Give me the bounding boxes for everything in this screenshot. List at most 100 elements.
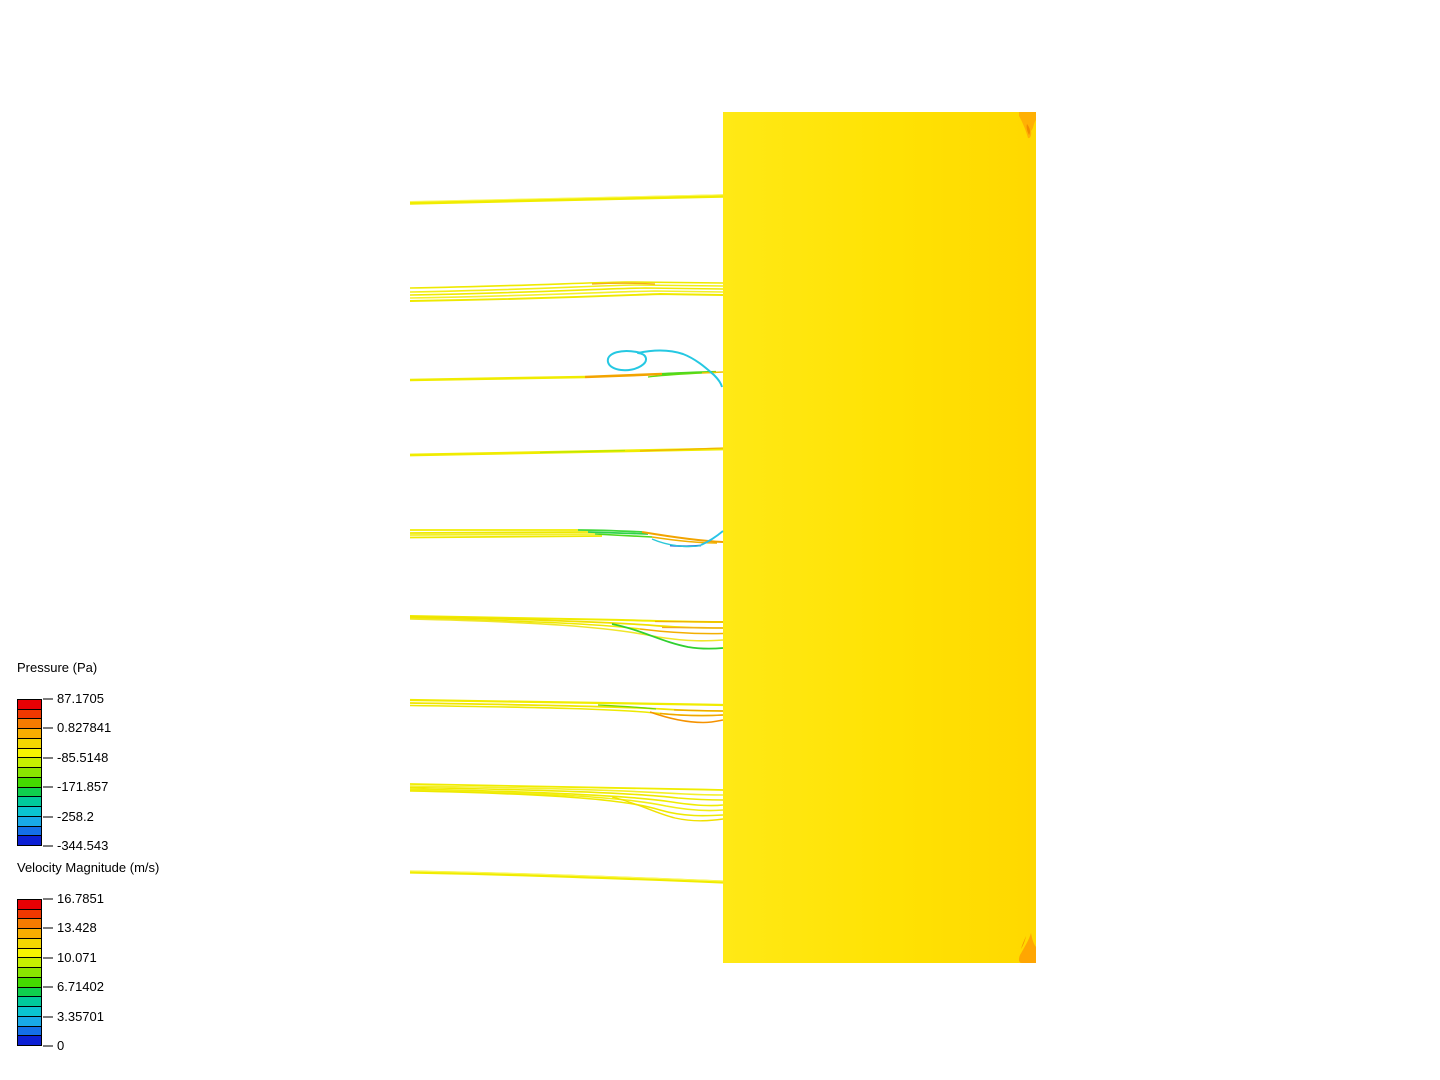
colorbar-segment (18, 948, 41, 959)
tick-mark-icon (43, 956, 53, 959)
colorbar-tick: 16.7851 (43, 891, 104, 907)
colorbar-tick: -85.5148 (43, 750, 108, 766)
streamline (409, 281, 724, 289)
colorbar-segment (18, 738, 41, 749)
colorbar-segment (18, 700, 41, 710)
streamline (409, 293, 724, 302)
colorbar-segment (18, 1007, 41, 1017)
velocity-legend-title: Velocity Magnitude (m/s) (17, 860, 160, 875)
colorbar-segment (18, 900, 41, 910)
colorbar-segment (18, 816, 41, 827)
streamline (409, 870, 724, 884)
tick-label: -344.543 (57, 838, 109, 853)
pressure-colorbar (17, 699, 42, 846)
colorbar-segment (18, 719, 41, 730)
high-pressure-spot (1018, 933, 1036, 963)
colorbar-segment (18, 807, 41, 817)
streamline (409, 194, 724, 205)
tick-label: 13.428 (57, 920, 97, 936)
tick-mark-icon (43, 898, 53, 900)
tick-mark-icon (43, 927, 53, 930)
streamline (597, 704, 657, 710)
pressure-legend-title: Pressure (Pa) (17, 660, 98, 675)
tick-label: -258.2 (57, 808, 94, 824)
tick-mark-icon (43, 845, 53, 847)
colorbar-segment (18, 968, 41, 978)
high-pressure-spot (1026, 124, 1031, 135)
streamline (409, 785, 724, 796)
tick-mark-icon (43, 815, 53, 818)
tick-label: 87.1705 (57, 691, 104, 706)
tick-mark-icon (43, 1015, 53, 1018)
colorbar-tick: -344.543 (43, 838, 108, 854)
streamline (577, 529, 643, 533)
tick-mark-icon (43, 756, 53, 759)
streamline (654, 620, 724, 623)
streamline (587, 531, 649, 535)
tick-mark-icon (43, 727, 53, 730)
colorbar-tick: 87.1705 (43, 691, 104, 707)
colorbar-segment (18, 748, 41, 759)
streamline (409, 290, 724, 299)
colorbar-segment (18, 826, 41, 837)
colorbar-segment (18, 997, 41, 1008)
streamline (409, 194, 724, 202)
streamline (647, 372, 703, 378)
colorbar-tick: 6.71402 (43, 979, 104, 995)
colorbar-segment (18, 977, 41, 988)
colorbar-segment (18, 929, 41, 939)
streamline (409, 535, 603, 539)
streamline (409, 788, 724, 807)
colorbar-segment (18, 1026, 41, 1037)
tick-mark-icon (43, 786, 53, 789)
colorbar-segment (18, 777, 41, 788)
colorbar-segment (18, 919, 41, 930)
pressure-surface (723, 112, 1036, 963)
colorbar-tick: 0 (43, 1038, 64, 1054)
streamline (409, 287, 724, 296)
streamline (591, 282, 656, 285)
colorbar-segment (18, 797, 41, 808)
tick-label: 16.7851 (57, 891, 104, 906)
tick-mark-icon (43, 1045, 53, 1047)
streamline (659, 712, 724, 717)
pressure-legend[interactable]: Pressure (Pa) 87.1705 0.827841 -85.5148 -17… (17, 660, 237, 853)
velocity-colorbar (17, 899, 42, 1046)
streamline (409, 284, 724, 293)
tick-mark-icon (43, 698, 53, 700)
colorbar-segment (18, 938, 41, 949)
colorbar-tick: -171.857 (43, 779, 108, 795)
tick-label: -85.5148 (57, 749, 109, 765)
streamline (409, 789, 724, 812)
colorbar-tick: -258.2 (43, 809, 94, 825)
colorbar-segment (18, 709, 41, 720)
colorbar-segment (18, 1036, 41, 1046)
colorbar-segment (18, 768, 41, 778)
streamline (611, 796, 724, 822)
tick-label: 6.71402 (57, 979, 104, 995)
streamline (539, 449, 626, 454)
streamline (409, 375, 586, 382)
streamline (651, 536, 718, 544)
streamline (409, 783, 724, 791)
colorbar-tick: 10.071 (43, 950, 97, 966)
colorbar-segment (18, 909, 41, 920)
streamline (611, 623, 724, 650)
colorbar-segment (18, 958, 41, 969)
colorbar-tick: 13.428 (43, 920, 97, 936)
colorbar-segment (18, 1016, 41, 1027)
velocity-legend[interactable]: Velocity Magnitude (m/s) 16.7851 13.428 10… (17, 860, 237, 1053)
streamline (606, 349, 723, 388)
tick-label: 10.071 (57, 949, 97, 965)
colorbar-tick: 3.35701 (43, 1009, 104, 1025)
streamline (661, 626, 724, 629)
streamline (639, 447, 724, 452)
colorbar-segment (18, 987, 41, 998)
streamline (409, 618, 724, 642)
streamline (584, 372, 663, 379)
streamline (700, 530, 724, 546)
streamline (641, 531, 724, 543)
high-pressure-spot (1021, 936, 1026, 949)
